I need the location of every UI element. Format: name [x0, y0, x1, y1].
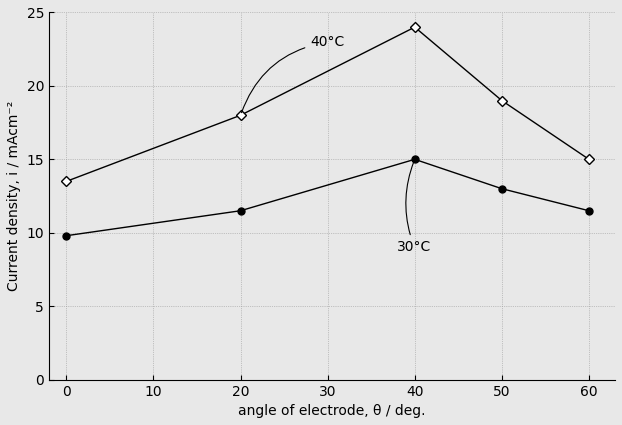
Text: 30°C: 30°C — [397, 162, 432, 254]
X-axis label: angle of electrode, θ / deg.: angle of electrode, θ / deg. — [238, 404, 426, 418]
Text: 40°C: 40°C — [241, 35, 345, 113]
Y-axis label: Current density, i / mAcm⁻²: Current density, i / mAcm⁻² — [7, 101, 21, 291]
